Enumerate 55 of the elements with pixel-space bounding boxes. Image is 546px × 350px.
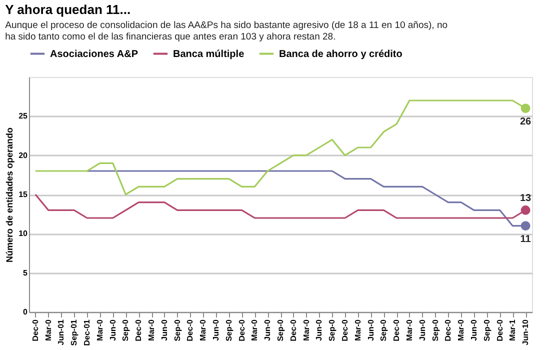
x-tick-label: Dec-0	[444, 318, 453, 342]
x-tick-label: Mar-0	[302, 318, 311, 341]
x-tick-label: Jun-0	[366, 318, 376, 341]
x-tick-label: Mar-0	[147, 318, 156, 341]
x-tick-label: Dec-0	[30, 318, 40, 342]
x-tick-label: Sep-0	[121, 318, 130, 342]
x-tick-label: Sep-01	[70, 318, 79, 346]
x-tick-label: Dec-0	[495, 318, 504, 342]
x-tick-label: Mar-0	[404, 318, 414, 341]
x-tick-label: Mar-0	[95, 318, 104, 341]
x-tick-label: Sep-0	[379, 318, 388, 342]
x-tick-label: Sep-0	[482, 318, 492, 342]
legend-label: Banca de ahorro y crédito	[279, 48, 402, 60]
y-tick-label: 20	[18, 150, 28, 160]
x-tick-label: Jun-01	[56, 318, 66, 346]
x-tick-label: Sep-0	[224, 318, 234, 342]
x-tick-label: Mar-0	[250, 318, 260, 341]
x-tick-label: Sep-0	[328, 318, 337, 342]
x-tick-label: Sep-0	[430, 318, 440, 342]
x-tick-label: Jun-0	[212, 318, 221, 341]
y-tick-label: 15	[18, 190, 28, 199]
x-tick-label: Dec-0	[134, 318, 144, 342]
x-tick-label: Jun-0	[108, 318, 118, 341]
x-tick-label: Dec-0	[340, 318, 350, 342]
legend-label: Banca múltiple	[173, 48, 245, 60]
y-tick-label: 5	[23, 268, 28, 278]
legend-label: Asociaciones A&P	[50, 48, 138, 60]
y-axis-title: Número de entidades operando	[4, 126, 15, 263]
x-tick-label: Sep-0	[276, 318, 285, 342]
chart-title: Y ahora quedan 11...	[5, 2, 131, 17]
x-tick-label: Jun-0	[314, 318, 324, 341]
x-tick-label: Jun-0	[418, 318, 427, 341]
x-tick-label: Mar-0	[456, 318, 466, 341]
text: ha sido tanto como el de las financieras que antes eran 103 y ahora restan 28.	[5, 32, 336, 42]
x-tick-label: Dec-0	[237, 318, 246, 342]
x-tick-label: Dec-01	[82, 318, 92, 346]
x-tick-label: Jun-0	[160, 318, 169, 341]
x-tick-label: Dec-0	[186, 318, 195, 342]
annotation: 11	[520, 234, 532, 245]
x-tick-label: Jun-10	[521, 318, 530, 346]
y-tick-label: 10	[18, 229, 28, 238]
x-tick-label: Dec-0	[392, 318, 402, 342]
annotation: 26	[520, 116, 532, 128]
x-tick-label: Dec-0	[288, 318, 298, 342]
x-tick-label: Jun-0	[469, 318, 478, 341]
annotation: 13	[520, 193, 532, 204]
x-tick-label: Mar-0	[44, 318, 53, 341]
x-tick-label: Mar-0	[353, 318, 362, 341]
y-tick-label: 0	[23, 308, 28, 316]
x-tick-label: Jun-0	[263, 318, 272, 341]
x-tick-label: Mar-1	[508, 318, 518, 341]
text: Aunque el proceso de consolidacion de las AA&Ps ha sido bastante agresivo (de 18 a 11 en 10 años), no	[5, 20, 448, 31]
x-tick-label: Mar-0	[198, 318, 208, 341]
x-tick-label: Sep-0	[172, 318, 182, 342]
y-tick-label: 25	[18, 112, 28, 121]
